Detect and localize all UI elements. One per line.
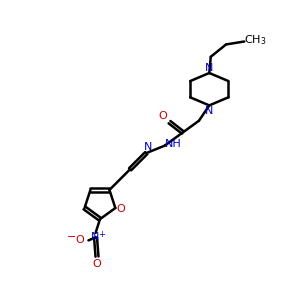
Text: N: N xyxy=(205,63,214,73)
Text: O: O xyxy=(93,259,101,269)
Text: N: N xyxy=(144,142,152,152)
Text: N: N xyxy=(205,106,214,116)
Text: NH: NH xyxy=(164,139,181,149)
Text: O: O xyxy=(159,111,167,121)
Text: CH$_3$: CH$_3$ xyxy=(244,33,267,47)
Text: −: − xyxy=(67,232,77,242)
Text: O: O xyxy=(75,236,84,245)
Text: N: N xyxy=(91,232,100,242)
Text: O: O xyxy=(117,205,126,214)
Text: +: + xyxy=(98,230,105,239)
